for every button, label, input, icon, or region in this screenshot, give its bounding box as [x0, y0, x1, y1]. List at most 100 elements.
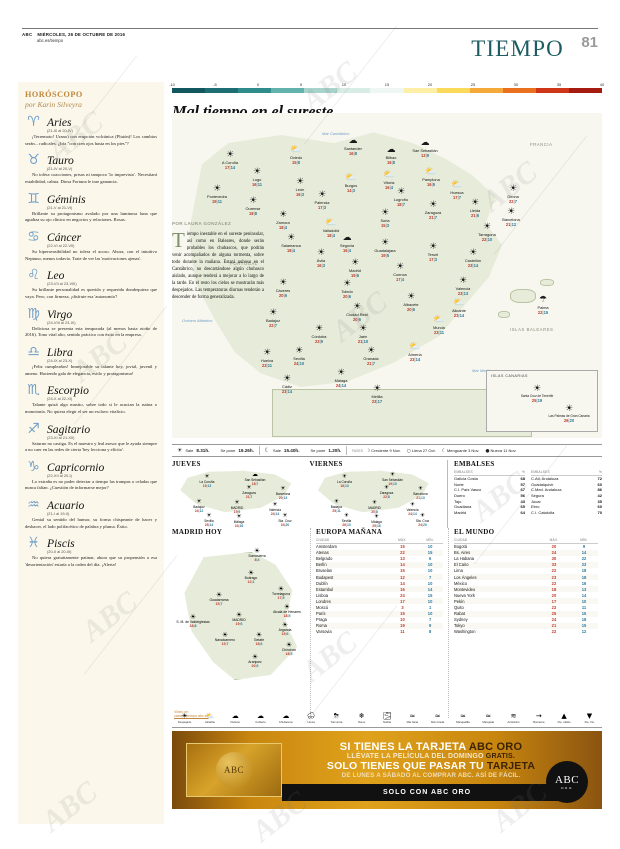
weather-city-marker: ☀ MADRID 19|6 [222, 612, 256, 627]
weather-sun-icon: ☀ [395, 262, 405, 272]
weather-city-marker: ☀ Las Palmas de Gran Canaria 26|20 [543, 405, 595, 424]
friday-map: ☀ La Coruña 18|13 ☀ San Sebastián 19|10 ☀ Zarag… [310, 468, 448, 528]
legend-item: ≈ Marejada [476, 712, 501, 727]
city-min-temp: 1 [428, 604, 432, 610]
city-max-temp: 22 [551, 568, 557, 574]
madrid-video-note[interactable]: Vídeo en castellotiempo.abc.es [174, 710, 209, 718]
reservoir-row: Guadalquivir 60 [531, 481, 602, 487]
city-name: Valladolid [322, 228, 340, 233]
weather-sun-icon: ☀ [532, 384, 542, 394]
weather-city-marker: ☂ Palma 22|15 [520, 295, 566, 316]
weather-sun-icon: ☀ [252, 167, 262, 177]
sun-icon: ☀ [177, 447, 183, 454]
advertisement-banner[interactable]: ABC SI TIENES LA TARJETA ABC ORO LLÉVATE… [172, 731, 602, 809]
city-max-temp: 23 [453, 313, 459, 318]
city-name: Quito [454, 604, 464, 610]
moonset-label: Se pone [310, 448, 326, 453]
legend-label: Cubierto [255, 720, 266, 724]
city-temps: 24|20 [406, 523, 440, 527]
city-temps: 14|3 [328, 188, 374, 193]
city-name: Castellón [464, 258, 482, 263]
weather-city-marker: ☀ Ávila 16|3 [298, 249, 344, 269]
city-min-temp: 10 [427, 544, 433, 550]
city-min-temp: 16 [581, 580, 587, 586]
legend-item: ☁ Chubascos [273, 712, 298, 727]
world-col-max: MÁX. [537, 538, 570, 544]
moon-phases-group: FASES ☽ Creciente 9 Nov. ○ Llena 27 Oct. ☾… [347, 445, 521, 456]
city-temps: 21|7 [410, 215, 456, 220]
city-min-temp: 4 [332, 233, 335, 238]
weather-sun-icon: ☀ [253, 547, 261, 555]
weather-sun-icon: ☀ [206, 512, 212, 519]
weather-city-marker: ☀ Zaragoza 21|7 [232, 485, 266, 500]
city-name: Barcelona [413, 492, 428, 496]
city-temps: 24|16 [222, 524, 256, 528]
city-min-temp: 3 [301, 192, 304, 197]
city-min-temp: 12 [199, 509, 204, 513]
weather-partly-icon: ⛅ [453, 298, 465, 308]
city-name: Palma [537, 305, 549, 310]
moonrise-label: Sale [272, 448, 281, 453]
legend-item: ☀ Despejado [172, 712, 197, 727]
sign-header: ♑ Capricornio [25, 460, 157, 474]
temp-separator: | [249, 495, 251, 499]
weather-city-marker: ☀ Torrelaguna 17|5 [264, 586, 298, 601]
city-max-temp: 14 [387, 561, 418, 568]
table-row: Praga 10 7 [316, 617, 443, 623]
horoscope-sign: ♓ Piscis (20-II al 20-III) No quiera gratui… [25, 536, 157, 568]
city-max-temp: 25 [531, 398, 537, 403]
weather-city-marker: ☀ La Coruña 18|13 [328, 474, 362, 489]
weather-city-marker: ☀ Badajoz 25|11 [320, 499, 354, 514]
city-name: Budapest [316, 573, 388, 581]
menorca-landmass [540, 279, 554, 286]
city-name: Atenas [316, 549, 388, 556]
scale-color-swatch [337, 88, 371, 93]
city-min-temp: 4 [284, 225, 287, 230]
city-max-temp: 19 [351, 273, 356, 278]
city-min-temp: 19 [537, 398, 543, 403]
city-min-temp: 13 [207, 484, 212, 488]
city-name: Amsterdam [316, 544, 337, 550]
city-min-temp: 8 [387, 495, 390, 499]
city-name: Toledo [341, 289, 353, 294]
city-min-temp: 11 [217, 199, 223, 204]
sign-text: ¡Terremoto! Urano) con erupción volcánic… [25, 134, 157, 146]
weather-sun-icon: ☀ [366, 346, 376, 356]
city-max-temp: 16 [385, 185, 390, 190]
weather-city-marker: ☀ Huelva 23|11 [244, 349, 290, 369]
city-min-temp: 18 [581, 568, 587, 574]
moon-phase-icon: ● [485, 448, 490, 454]
temp-separator: | [289, 652, 291, 656]
city-temps: 24|20 [268, 523, 302, 527]
weather-sun-icon: ☀ [314, 324, 324, 334]
temp-separator: | [357, 317, 359, 322]
city-temps: 16|3 [277, 192, 323, 197]
city-max-temp: 15 [387, 610, 418, 617]
city-name: Ourense [245, 206, 261, 211]
sign-text: Su brillante personalidad es querida y r… [25, 287, 157, 299]
weather-city-marker: ☀ Valencia 23|13 [440, 277, 486, 297]
city-min-temp: 5 [432, 182, 435, 187]
temp-separator: | [433, 257, 435, 262]
city-temps: 23|14 [392, 357, 438, 362]
weather-partly-icon: ⛅ [451, 180, 463, 190]
temp-separator: | [238, 524, 240, 528]
madrid-video-note-link[interactable]: castellotiempo.abc.es [174, 714, 209, 718]
city-max-temp: 16 [427, 182, 432, 187]
weather-partly-icon: ⛅ [290, 145, 302, 155]
city-temps: 19|7 [208, 642, 242, 646]
europe-title: EUROPA MAÑANA [316, 528, 383, 536]
weather-partly-icon: ⛅ [383, 170, 395, 180]
phases-label: FASES [352, 448, 363, 453]
thursday-panel: JUEVES ☀ La Coruña 19|13 ☁ San Sebastián 18|7… [172, 460, 310, 528]
city-temps: 16|4 [324, 248, 370, 253]
weather-sun-icon: ☀ [251, 653, 259, 661]
city-max-temp: 20 [371, 510, 375, 514]
legend-lluvia-icon: 🌧 [306, 712, 316, 720]
weather-rain-icon: ☂ [538, 295, 548, 305]
city-min-temp: 15 [417, 549, 443, 556]
city-min-temp: 10 [427, 568, 433, 574]
city-min-temp: 11 [337, 509, 341, 513]
